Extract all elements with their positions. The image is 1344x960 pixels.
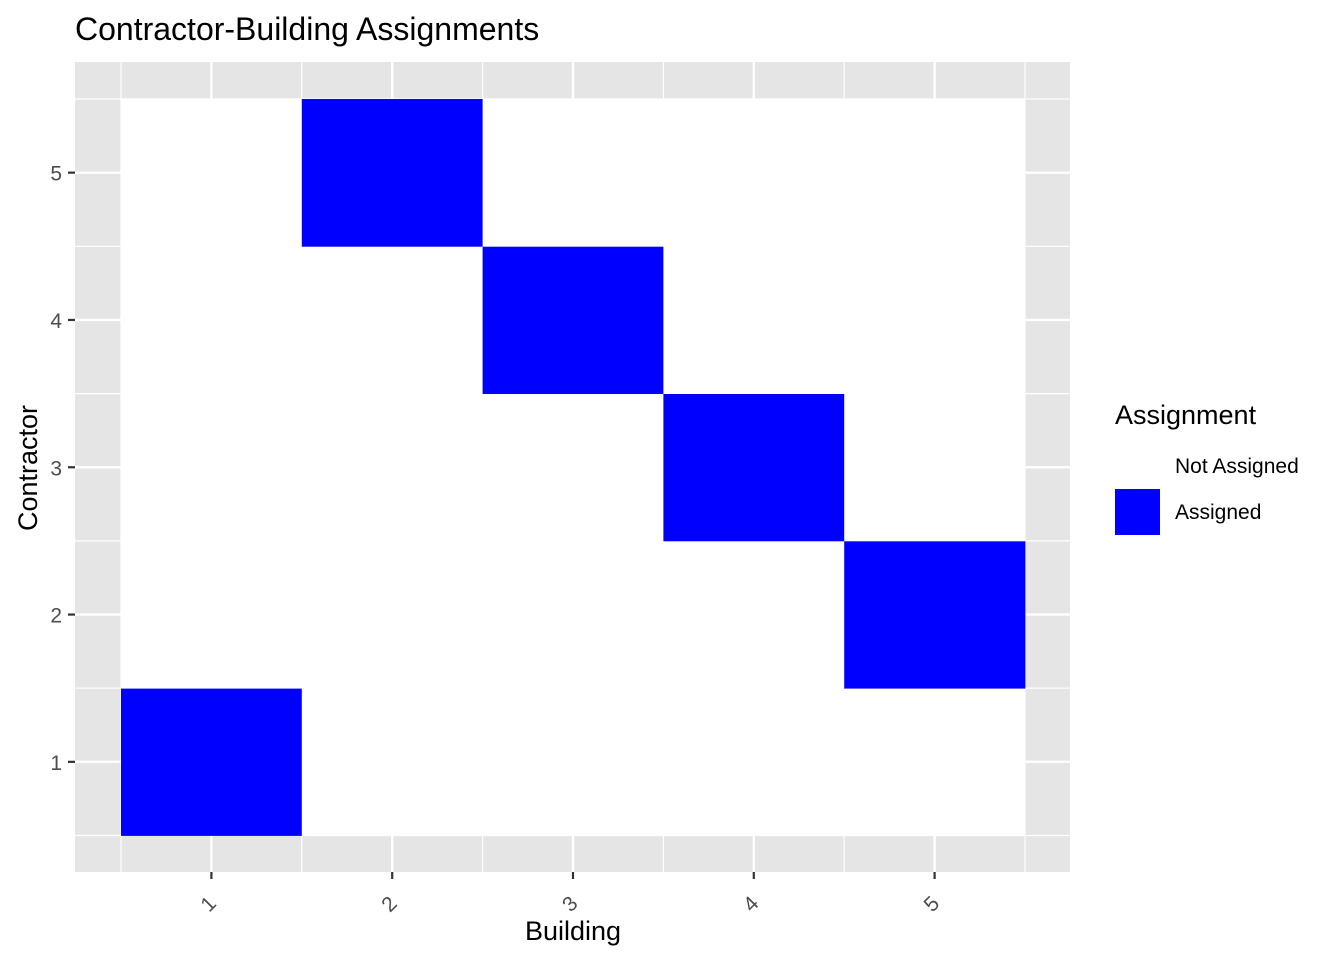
x-tick-label: 2 bbox=[377, 892, 402, 917]
heatmap-cell bbox=[121, 688, 303, 836]
heatmap-cell bbox=[844, 688, 1026, 836]
legend: Assignment Not Assigned Assigned bbox=[1115, 400, 1299, 535]
legend-key bbox=[1115, 489, 1160, 535]
heatmap-cell bbox=[121, 540, 303, 689]
y-tick-label: 4 bbox=[50, 310, 62, 333]
heatmap-cell bbox=[482, 393, 664, 542]
heatmap-cell bbox=[301, 688, 483, 836]
heatmap-cell bbox=[301, 246, 483, 394]
heatmap-cell bbox=[482, 99, 664, 247]
x-tick-label: 4 bbox=[739, 892, 764, 917]
legend-title: Assignment bbox=[1115, 400, 1257, 430]
x-axis-title: Building bbox=[525, 916, 621, 946]
heatmap-cell bbox=[663, 393, 845, 542]
legend-label: Assigned bbox=[1175, 501, 1261, 524]
heatmap-cell bbox=[301, 540, 483, 689]
x-tick-label: 5 bbox=[920, 892, 945, 917]
legend-entries: Not Assigned Assigned bbox=[1115, 443, 1299, 535]
y-tick-label: 3 bbox=[50, 457, 62, 480]
heatmap-cell bbox=[301, 393, 483, 542]
x-tick-label: 1 bbox=[196, 892, 221, 917]
heatmap-cell bbox=[121, 99, 303, 247]
heatmap-cell bbox=[482, 246, 664, 394]
heatmap-cells bbox=[121, 99, 1026, 836]
chart-title: Contractor-Building Assignments bbox=[75, 11, 539, 47]
heatmap-cell bbox=[663, 99, 845, 247]
heatmap-cell bbox=[663, 688, 845, 836]
heatmap-cell bbox=[663, 246, 845, 394]
heatmap-cell bbox=[121, 246, 303, 394]
heatmap-cell bbox=[663, 540, 845, 689]
heatmap-cell bbox=[844, 540, 1026, 689]
y-tick-label: 2 bbox=[50, 605, 62, 628]
heatmap-cell bbox=[482, 688, 664, 836]
heatmap-cell bbox=[844, 99, 1026, 247]
y-tick-label: 5 bbox=[50, 163, 62, 186]
y-axis-title: Contractor bbox=[13, 405, 43, 531]
heatmap-cell bbox=[301, 99, 483, 247]
heatmap-cell bbox=[844, 246, 1026, 394]
x-tick-label: 3 bbox=[558, 892, 583, 917]
legend-key bbox=[1115, 443, 1160, 489]
heatmap-cell bbox=[482, 540, 664, 689]
heatmap-cell bbox=[844, 393, 1026, 542]
legend-label: Not Assigned bbox=[1175, 455, 1299, 478]
heatmap-cell bbox=[121, 393, 303, 542]
y-tick-label: 1 bbox=[50, 752, 62, 775]
